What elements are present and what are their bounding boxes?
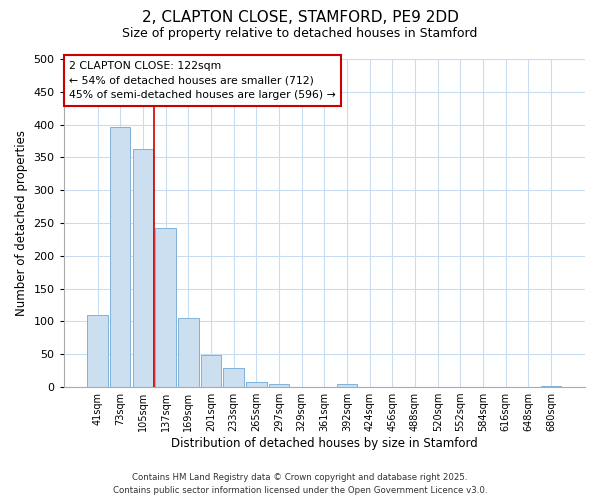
Text: 2 CLAPTON CLOSE: 122sqm
← 54% of detached houses are smaller (712)
45% of semi-d: 2 CLAPTON CLOSE: 122sqm ← 54% of detache… (69, 60, 335, 100)
Bar (133, 149, 153, 387)
Y-axis label: Number of detached properties: Number of detached properties (15, 130, 28, 316)
Bar (269, 384, 289, 387)
Bar (88, 315, 108, 387)
Text: Size of property relative to detached houses in Stamford: Size of property relative to detached ho… (122, 28, 478, 40)
Bar (201, 355, 221, 387)
Bar (541, 386, 562, 387)
Bar (246, 382, 266, 387)
Text: 2, CLAPTON CLOSE, STAMFORD, PE9 2DD: 2, CLAPTON CLOSE, STAMFORD, PE9 2DD (142, 10, 458, 25)
Bar (155, 228, 176, 387)
Bar (223, 368, 244, 387)
Bar (110, 126, 130, 387)
Bar (178, 318, 199, 387)
Text: Contains HM Land Registry data © Crown copyright and database right 2025.
Contai: Contains HM Land Registry data © Crown c… (113, 474, 487, 495)
X-axis label: Distribution of detached houses by size in Stamford: Distribution of detached houses by size … (171, 437, 478, 450)
Bar (337, 384, 357, 387)
